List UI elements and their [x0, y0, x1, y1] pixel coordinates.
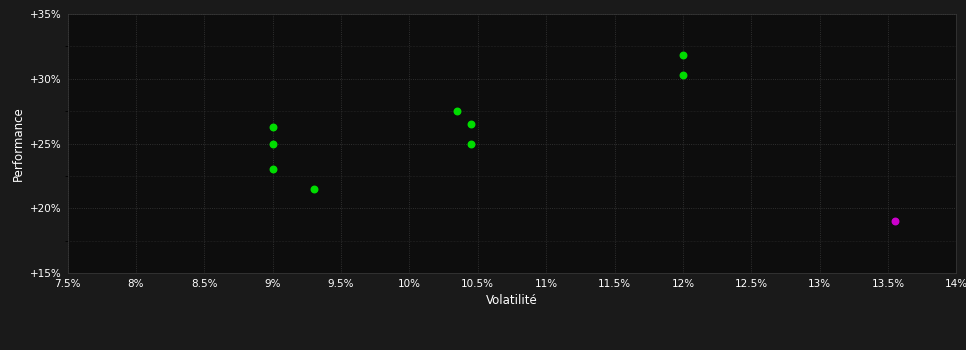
- Point: [675, 52, 691, 58]
- Point: [449, 108, 465, 114]
- Y-axis label: Performance: Performance: [12, 106, 25, 181]
- Point: [265, 124, 280, 130]
- X-axis label: Volatilité: Volatilité: [486, 294, 538, 307]
- Point: [464, 141, 479, 146]
- Point: [265, 167, 280, 172]
- Point: [675, 72, 691, 78]
- Point: [887, 218, 902, 224]
- Point: [306, 186, 322, 192]
- Point: [464, 121, 479, 127]
- Point: [265, 141, 280, 146]
